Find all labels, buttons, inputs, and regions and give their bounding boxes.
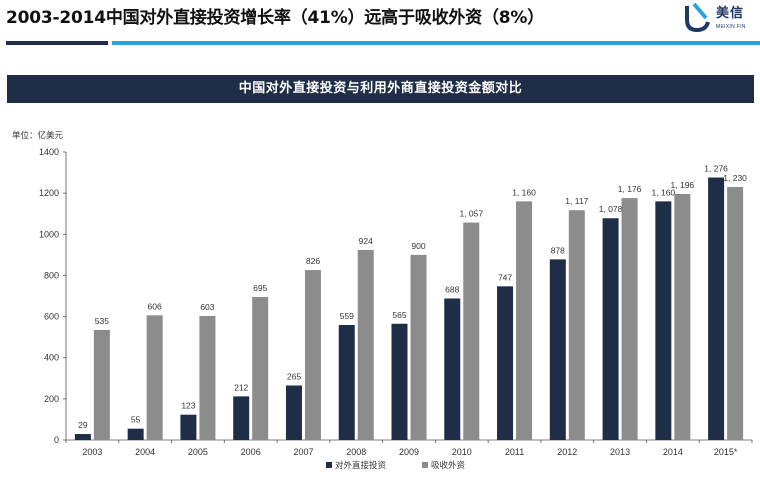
bar-outward-investment (338, 325, 355, 440)
data-label: 900 (411, 241, 425, 251)
data-label: 1, 057 (459, 209, 483, 219)
bar-outward-investment (127, 428, 144, 440)
x-tick-label: 2006 (241, 447, 261, 457)
legend: 对外直接投资 吸收外资 (326, 460, 466, 471)
data-label: 606 (148, 301, 162, 311)
x-tick-label: 2012 (557, 447, 577, 457)
data-label: 1, 160 (652, 187, 676, 197)
x-tick-label: 2009 (399, 447, 419, 457)
data-label: 1, 160 (512, 187, 536, 197)
bar-inward-investment (146, 315, 163, 440)
chart-title-banner: 中国对外直接投资与利用外商直接投资金额对比 (7, 75, 754, 103)
x-axis: 2003 2004 2005 2006 2007 2008 2009 2010 2011 2012… (65, 439, 753, 457)
x-tick-label: 2010 (452, 447, 472, 457)
bar-inward-investment (357, 249, 374, 440)
x-tick-label: 2008 (346, 447, 366, 457)
data-label: 688 (445, 284, 459, 294)
bar-outward-investment (444, 298, 461, 440)
data-label: 1, 230 (723, 173, 747, 183)
bar-outward-investment (655, 201, 672, 440)
legend-label: 吸收外资 (431, 460, 466, 471)
logo-text: 美信 (716, 6, 745, 21)
bar-inward-investment (727, 186, 744, 440)
bar-outward-investment (180, 414, 197, 440)
y-tick-label: 0 (54, 435, 59, 445)
y-tick-label: 800 (44, 270, 59, 280)
data-label: 565 (392, 310, 406, 320)
bar-outward-investment (602, 218, 619, 440)
data-label: 826 (306, 256, 320, 266)
bar-inward-investment (304, 270, 321, 440)
legend-label: 对外直接投资 (335, 460, 387, 471)
data-label: 1, 276 (704, 164, 728, 174)
y-tick-label: 600 (44, 312, 59, 322)
data-label: 1, 196 (671, 180, 695, 190)
bar-inward-investment (621, 198, 638, 440)
bar-outward-investment (233, 396, 250, 440)
bar-outward-investment (285, 385, 302, 440)
data-label: 123 (181, 401, 195, 411)
y-tick-label: 400 (44, 353, 59, 363)
data-label: 535 (95, 316, 109, 326)
y-tick-label: 1000 (39, 229, 59, 239)
logo-subtext: MEIXIN FIN (716, 24, 746, 30)
bar-inward-investment (93, 329, 110, 440)
data-label: 212 (234, 382, 248, 392)
bar-outward-investment (549, 259, 566, 440)
legend-swatch (326, 462, 332, 468)
x-tick-label: 2011 (505, 447, 524, 457)
bar-inward-investment (252, 297, 269, 440)
bars: 29 535 55 606 123 603 212 695 265 826 559 924 565 900… (74, 164, 747, 440)
bar-outward-investment (497, 286, 514, 440)
data-label: 878 (551, 245, 565, 255)
bar-outward-investment (74, 434, 91, 440)
x-tick-label: 2007 (293, 447, 313, 457)
data-label: 1, 117 (565, 196, 588, 206)
x-tick-label: 2003 (82, 447, 102, 457)
bar-outward-investment (391, 323, 408, 440)
x-tick-label: 2013 (610, 447, 630, 457)
bar-inward-investment (410, 254, 427, 440)
x-tick-label: 2014 (663, 447, 683, 457)
data-label: 55 (131, 415, 141, 425)
x-tick-label: 2015* (714, 447, 738, 457)
bar-inward-investment (674, 193, 691, 440)
x-tick-label: 2004 (135, 447, 155, 457)
slide-title: 2003-2014中国对外直接投资增长率（41%）远高于吸收外资（8%） (6, 8, 545, 28)
data-label: 747 (498, 272, 512, 282)
data-label: 265 (287, 371, 301, 381)
bar-outward-investment (708, 177, 725, 440)
x-tick-label: 2005 (188, 447, 208, 457)
data-label: 559 (340, 311, 354, 321)
data-label: 29 (78, 420, 88, 430)
data-label: 924 (359, 236, 373, 246)
data-label: 1, 078 (599, 204, 623, 214)
logo-mark-icon (685, 2, 710, 33)
legend-swatch (422, 462, 428, 468)
data-label: 1, 176 (618, 184, 642, 194)
bar-inward-investment (516, 201, 533, 440)
y-tick-label: 1200 (39, 188, 59, 198)
title-underline-dark (6, 41, 108, 45)
title-underline-blue (112, 41, 760, 45)
bar-inward-investment (463, 222, 480, 440)
y-axis: 0 200 400 600 800 1000 1200 1400 (39, 147, 67, 445)
brand-logo: 美信 MEIXIN FIN (684, 0, 760, 36)
y-axis-unit-label: 单位：亿美元 (12, 130, 64, 141)
bar-inward-investment (568, 210, 585, 440)
y-tick-label: 200 (44, 394, 59, 404)
data-label: 603 (200, 302, 214, 312)
bar-inward-investment (199, 315, 216, 440)
y-tick-label: 1400 (39, 147, 59, 157)
data-label: 695 (253, 283, 267, 293)
